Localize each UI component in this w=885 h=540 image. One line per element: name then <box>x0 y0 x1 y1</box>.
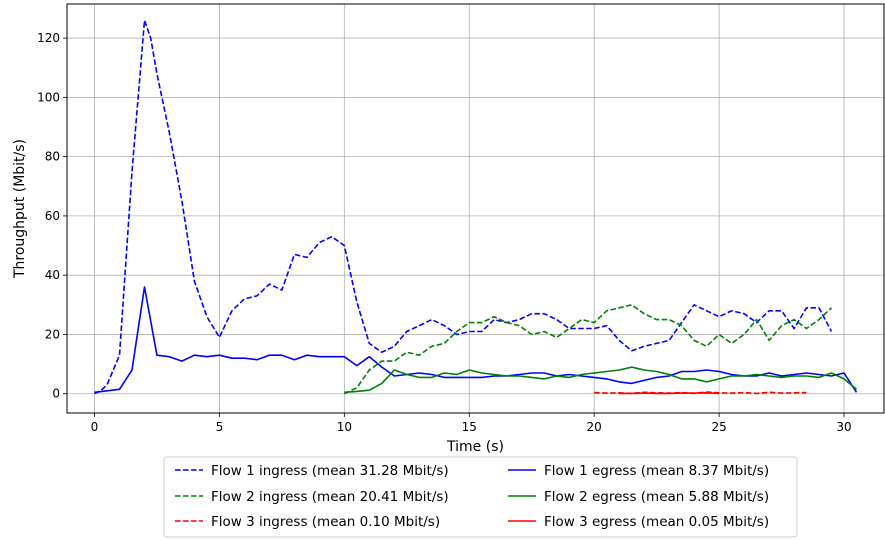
x-tick-label: 30 <box>836 420 851 434</box>
series-line-6 <box>619 391 720 395</box>
x-axis-label: Time (s) <box>446 439 504 455</box>
x-axis-ticks: 0 5 10 15 20 25 30 <box>91 413 852 434</box>
legend-label-4: Flow 1 egress (mean 8.37 Mbit/s) <box>544 463 769 479</box>
legend-label-5: Flow 2 egress (mean 5.88 Mbit/s) <box>544 489 769 505</box>
plot-frame <box>66 3 885 414</box>
x-tick-label: 25 <box>711 420 726 434</box>
x-tick-label: 5 <box>216 420 224 434</box>
legend-box <box>163 456 798 538</box>
x-tick-label: 20 <box>587 420 602 434</box>
x-tick-label: 10 <box>337 420 352 434</box>
legend-label-2: Flow 2 ingress (mean 20.41 Mbit/s) <box>211 489 449 505</box>
y-tick-label: 60 <box>45 209 60 223</box>
legend-label-1: Flow 1 ingress (mean 31.28 Mbit/s) <box>211 463 449 479</box>
series-lines <box>94 19 858 395</box>
series-line-4 <box>94 286 858 394</box>
series-line-1 <box>94 19 833 395</box>
y-tick-label: 0 <box>52 387 60 401</box>
y-tick-label: 40 <box>45 268 60 282</box>
legend-label-3: Flow 3 ingress (mean 0.10 Mbit/s) <box>211 514 440 530</box>
legend-label-6: Flow 3 egress (mean 0.05 Mbit/s) <box>544 514 769 530</box>
y-axis-label: Throughput (Mbit/s) <box>12 139 28 279</box>
series-line-2 <box>343 303 833 395</box>
x-tick-label: 15 <box>462 420 477 434</box>
y-tick-label: 120 <box>37 31 60 45</box>
y-tick-label: 80 <box>45 150 60 164</box>
y-tick-label: 100 <box>37 90 60 104</box>
series-line-5 <box>344 366 858 394</box>
y-tick-label: 20 <box>45 327 60 341</box>
legend: Flow 1 ingress (mean 31.28 Mbit/s) Flow 2… <box>163 456 798 538</box>
x-tick-label: 0 <box>91 420 99 434</box>
y-axis-ticks: 0 20 40 60 80 100 120 <box>37 31 67 401</box>
grid <box>67 4 884 413</box>
